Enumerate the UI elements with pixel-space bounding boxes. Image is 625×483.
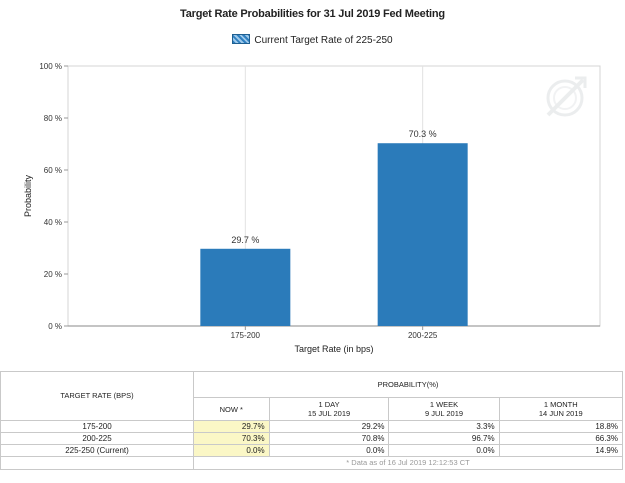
row-rate: 200-225 <box>0 432 194 445</box>
bar-200-225 <box>377 143 468 326</box>
cell-1week: 0.0% <box>388 444 500 457</box>
labels: 0 % 20 % 40 % 60 % 80 % 100 % 29.7 % 175-200 70.… <box>23 62 438 354</box>
cell-now: 29.7% <box>193 420 270 433</box>
legend[interactable]: Current Target Rate of 225-250 <box>0 34 625 46</box>
cell-1month: 14.9% <box>498 444 624 457</box>
y-tick-label: 20 % <box>44 270 62 279</box>
footnote: * Data as of 16 Jul 2019 12:12:53 CT <box>193 456 623 470</box>
cell-1day: 0.0% <box>268 444 390 457</box>
col-header-1week-date: 9 JUL 2019 <box>424 409 464 419</box>
col-header-now-label: NOW * <box>219 404 243 414</box>
cell-1month: 66.3% <box>498 432 624 445</box>
grid <box>64 65 601 330</box>
cell-now: 0.0% <box>193 444 270 457</box>
col-header-1month: 1 MONTH 14 JUN 2019 <box>498 397 624 421</box>
chart-area: Target Rate Probabilities for 31 Jul 201… <box>0 8 625 354</box>
cell-now: 70.3% <box>193 432 270 445</box>
y-tick-label: 0 % <box>48 322 62 331</box>
probability-table: TARGET RATE (BPS) PROBABILITY(%) NOW * 1… <box>0 370 624 470</box>
table-row: 200-225 70.3% 70.8% 96.7% 66.3% <box>0 432 624 445</box>
legend-label: Current Target Rate of 225-250 <box>254 35 393 46</box>
plot-frame <box>67 65 601 327</box>
x-tick-label: 175-200 <box>231 331 261 340</box>
col-header-1week-label: 1 WEEK <box>429 400 459 410</box>
footnote-spacer <box>0 456 194 470</box>
col-header-1week: 1 WEEK 9 JUL 2019 <box>388 397 500 421</box>
cell-1week: 96.7% <box>388 432 500 445</box>
row-rate: 175-200 <box>0 420 194 433</box>
y-axis-label: Probability <box>23 174 33 217</box>
data-label: 29.7 % <box>231 235 259 245</box>
cell-1day: 70.8% <box>268 432 390 445</box>
table-footnote-row: * Data as of 16 Jul 2019 12:12:53 CT <box>0 456 623 470</box>
x-axis-label: Target Rate (in bps) <box>294 344 373 354</box>
target-rate-header: TARGET RATE (BPS) <box>0 371 194 421</box>
y-tick-label: 80 % <box>44 114 62 123</box>
cell-1week: 3.3% <box>388 420 500 433</box>
bars <box>200 143 468 326</box>
x-tick-label: 200-225 <box>408 331 438 340</box>
col-header-1day-label: 1 DAY <box>318 400 340 410</box>
y-tick-label: 40 % <box>44 218 62 227</box>
table-row: 175-200 29.7% 29.2% 3.3% 18.8% <box>0 420 624 433</box>
data-label: 70.3 % <box>409 129 437 139</box>
probability-header: PROBABILITY(%) <box>193 370 623 399</box>
bar-175-200 <box>200 248 291 326</box>
legend-swatch <box>232 34 251 44</box>
table-row: 225-250 (Current) 0.0% 0.0% 0.0% 14.9% <box>0 444 624 457</box>
col-header-now: NOW * <box>193 397 270 421</box>
cell-1day: 29.2% <box>268 420 390 433</box>
plot: 0 % 20 % 40 % 60 % 80 % 100 % 29.7 % 175-200 70.… <box>23 62 601 354</box>
table-header-row: TARGET RATE (BPS) PROBABILITY(%) <box>0 370 623 421</box>
y-tick-label: 100 % <box>39 62 62 71</box>
watermark-logo-icon <box>546 76 587 117</box>
row-rate: 225-250 (Current) <box>0 444 194 457</box>
col-header-1day-date: 15 JUL 2019 <box>307 409 351 419</box>
chart-title: Target Rate Probabilities for 31 Jul 201… <box>180 8 445 20</box>
y-tick-label: 60 % <box>44 166 62 175</box>
cell-1month: 18.8% <box>498 420 624 433</box>
col-header-1month-date: 14 JUN 2019 <box>538 409 583 419</box>
col-header-1month-label: 1 MONTH <box>543 400 578 410</box>
col-header-1day: 1 DAY 15 JUL 2019 <box>268 397 390 421</box>
